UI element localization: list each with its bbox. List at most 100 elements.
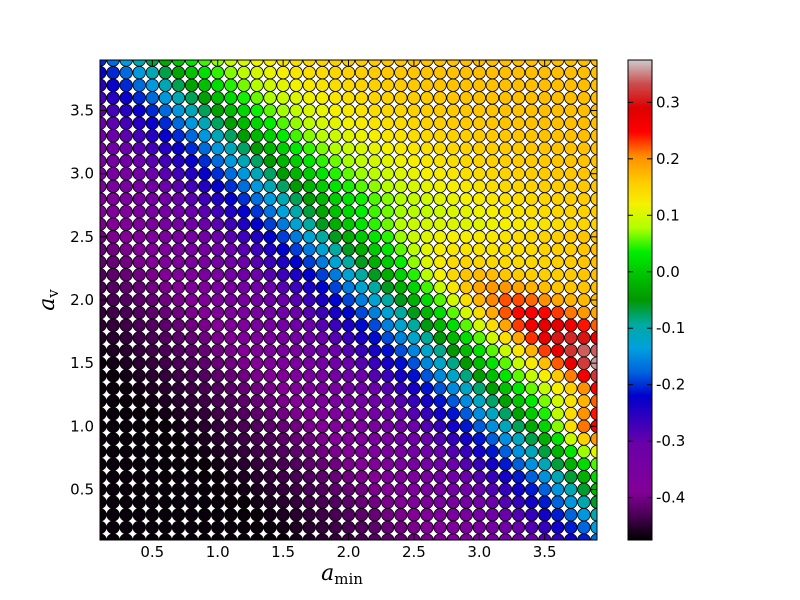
data-point <box>459 432 473 446</box>
data-point <box>145 179 160 194</box>
data-point <box>250 508 264 522</box>
data-point <box>524 116 539 130</box>
data-point <box>211 470 225 484</box>
data-point <box>119 65 133 80</box>
data-point <box>524 65 539 80</box>
data-point <box>341 103 356 118</box>
x-axis-title-subscript: min <box>334 570 363 588</box>
data-point <box>302 154 316 168</box>
data-point <box>524 192 539 206</box>
data-point <box>315 204 330 219</box>
y-tick-label: 1.5 <box>70 354 94 372</box>
data-point <box>276 204 290 219</box>
data-point <box>276 217 290 231</box>
data-point <box>381 432 395 446</box>
data-point <box>132 343 146 358</box>
data-point <box>106 406 120 421</box>
data-point <box>537 343 552 358</box>
data-point <box>341 204 356 219</box>
data-point <box>433 154 447 168</box>
data-point <box>485 154 500 168</box>
data-point <box>354 78 369 92</box>
data-point <box>354 432 369 446</box>
data-point <box>537 116 552 130</box>
data-point <box>472 470 486 484</box>
data-point <box>564 369 578 383</box>
x-tick-label: 2.0 <box>337 543 361 561</box>
data-point <box>459 444 473 459</box>
data-point <box>367 230 382 244</box>
data-point <box>420 381 434 396</box>
data-point <box>289 204 303 219</box>
data-point <box>315 179 330 194</box>
data-point <box>302 369 316 383</box>
data-point <box>472 91 486 105</box>
data-point <box>485 268 500 282</box>
data-point <box>132 230 146 244</box>
data-point <box>276 91 290 105</box>
data-point <box>106 91 120 105</box>
data-point <box>119 103 133 118</box>
data-point <box>263 230 277 244</box>
data-point <box>354 343 369 358</box>
data-point <box>551 103 565 118</box>
data-point <box>119 242 133 257</box>
data-point <box>381 457 395 471</box>
data-point <box>315 65 330 80</box>
data-point <box>341 141 356 156</box>
data-point <box>341 381 356 396</box>
data-point <box>407 141 421 156</box>
data-point <box>577 394 591 408</box>
data-point <box>289 280 303 295</box>
colorbar-tick-label: 0.2 <box>656 150 680 168</box>
data-point <box>537 129 552 143</box>
data-point <box>433 103 447 118</box>
data-point <box>420 318 434 332</box>
data-point <box>184 356 199 370</box>
data-point <box>197 166 212 181</box>
data-point <box>250 154 264 168</box>
data-point <box>394 293 408 307</box>
data-point <box>354 444 369 459</box>
data-point <box>498 381 513 396</box>
data-point <box>119 91 133 105</box>
data-point <box>263 318 277 332</box>
data-point <box>485 129 500 143</box>
data-point <box>524 444 539 459</box>
data-point <box>551 305 565 320</box>
data-point <box>184 116 199 130</box>
data-point <box>472 495 486 509</box>
data-point <box>224 268 238 282</box>
data-point <box>381 394 395 408</box>
data-point <box>537 482 552 497</box>
data-point <box>524 154 539 168</box>
data-point <box>211 78 225 92</box>
data-point <box>433 520 447 535</box>
data-point <box>511 268 526 282</box>
data-point <box>354 508 369 522</box>
data-point <box>106 457 120 471</box>
data-point <box>263 91 277 105</box>
data-point <box>158 78 173 92</box>
data-point <box>420 470 434 484</box>
data-point <box>341 394 356 408</box>
data-point <box>250 482 264 497</box>
data-point <box>132 103 146 118</box>
data-point <box>420 91 434 105</box>
data-point <box>276 331 290 345</box>
data-point <box>485 369 500 383</box>
data-point <box>407 482 421 497</box>
data-point <box>577 154 591 168</box>
data-point <box>446 103 460 118</box>
data-point <box>119 204 133 219</box>
data-point <box>119 255 133 269</box>
data-point <box>132 482 146 497</box>
data-point <box>433 356 447 370</box>
data-point <box>537 217 552 231</box>
data-point <box>237 103 251 118</box>
data-point <box>315 444 330 459</box>
data-point <box>577 482 591 497</box>
data-point <box>211 230 225 244</box>
data-point <box>354 482 369 497</box>
data-point <box>341 331 356 345</box>
